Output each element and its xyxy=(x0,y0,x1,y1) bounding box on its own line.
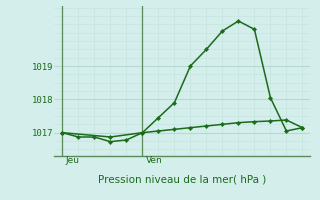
Text: Jeu: Jeu xyxy=(66,156,80,165)
X-axis label: Pression niveau de la mer( hPa ): Pression niveau de la mer( hPa ) xyxy=(98,175,267,185)
Text: Ven: Ven xyxy=(146,156,162,165)
